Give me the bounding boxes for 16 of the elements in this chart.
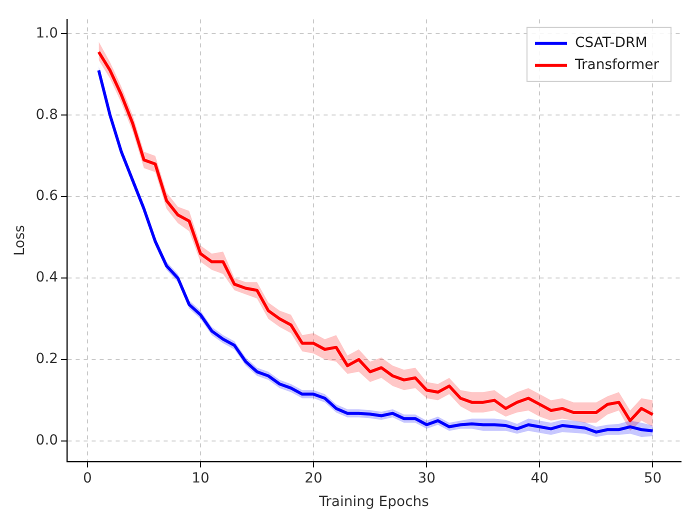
x-tick-label: 40 [530,470,549,486]
y-tick-label: 0.2 [36,351,58,368]
x-axis-title: Training Epochs [318,494,429,510]
x-tick-label: 0 [82,470,92,486]
y-tick-label: 0.6 [36,188,58,204]
x-tick-label: 30 [418,470,436,486]
x-tick-label: 20 [304,470,322,486]
x-tick-label: 50 [644,470,662,486]
x-tick-label: 10 [192,470,210,486]
legend-label: Transformer [574,57,660,74]
y-tick-label: 0.8 [36,106,58,123]
y-tick-label: 1.0 [36,25,58,42]
y-axis-title: Loss [12,225,28,256]
y-tick-label: 0.0 [36,432,58,449]
y-tick-label: 0.4 [36,270,58,286]
legend-label: CSAT-DRM [574,35,648,52]
